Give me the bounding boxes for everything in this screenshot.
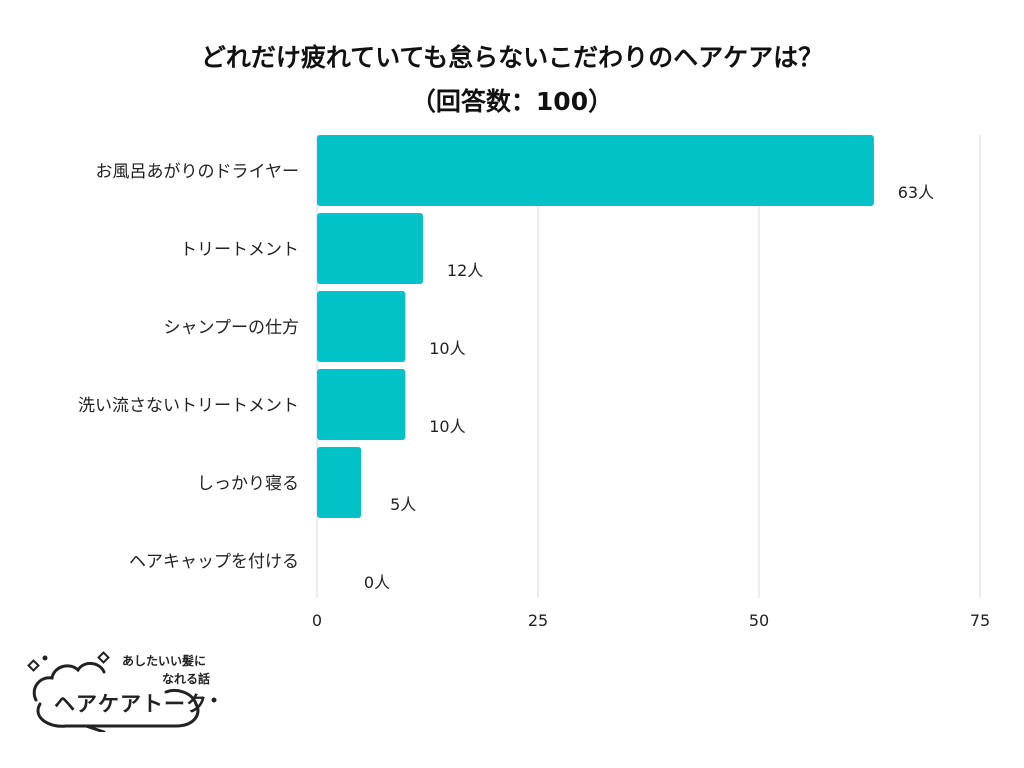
bar <box>317 213 424 284</box>
logo-tagline-line1: あしたいい髪に <box>122 654 207 668</box>
category-label: トリートメント <box>180 240 299 260</box>
grid-lines <box>316 135 981 598</box>
category-labels: お風呂あがりのドライヤートリートメントシャンプーの仕方洗い流さないトリートメント… <box>78 162 299 572</box>
value-label: 10人 <box>429 417 465 436</box>
logo-cloud-icon <box>27 651 217 734</box>
x-tick-label: 75 <box>970 611 990 630</box>
chart-title-line2: （回答数：100） <box>410 87 614 116</box>
x-tick-labels: 0 25 50 75 <box>312 611 990 630</box>
bar <box>317 369 406 440</box>
value-labels: 63人 12人 10人 10人 5人 0人 <box>364 183 934 592</box>
category-label: シャンプーの仕方 <box>164 318 300 338</box>
bars <box>317 135 874 518</box>
chart-title: どれだけ疲れていても怠らないこだわりのヘアケアは？ （回答数：100） <box>0 36 1024 124</box>
logo-tagline-line2: なれる話 <box>162 672 211 686</box>
value-label: 12人 <box>447 261 483 280</box>
bar-chart: お風呂あがりのドライヤートリートメントシャンプーの仕方洗い流さないトリートメント… <box>78 135 990 630</box>
category-label: お風呂あがりのドライヤー <box>96 162 300 182</box>
value-label: 0人 <box>364 573 390 592</box>
bar <box>317 291 406 362</box>
value-label: 10人 <box>429 339 465 358</box>
category-label: しっかり寝る <box>197 473 299 494</box>
value-label: 63人 <box>898 183 934 202</box>
chart-title-line1: どれだけ疲れていても怠らないこだわりのヘアケアは？ <box>200 43 824 72</box>
category-label: ヘアキャップを付ける <box>129 552 299 572</box>
category-label: 洗い流さないトリートメント <box>78 396 299 416</box>
x-tick-label: 25 <box>528 611 548 630</box>
bar <box>317 135 874 206</box>
logo-brand-name: ヘアケアトーク <box>54 692 208 716</box>
hair-care-talk-logo: あしたいい髪に なれる話 ヘアケアトーク <box>26 648 226 734</box>
x-tick-label: 0 <box>312 611 322 630</box>
x-tick-label: 50 <box>749 611 769 630</box>
bar <box>317 447 362 518</box>
value-label: 5人 <box>390 495 416 514</box>
